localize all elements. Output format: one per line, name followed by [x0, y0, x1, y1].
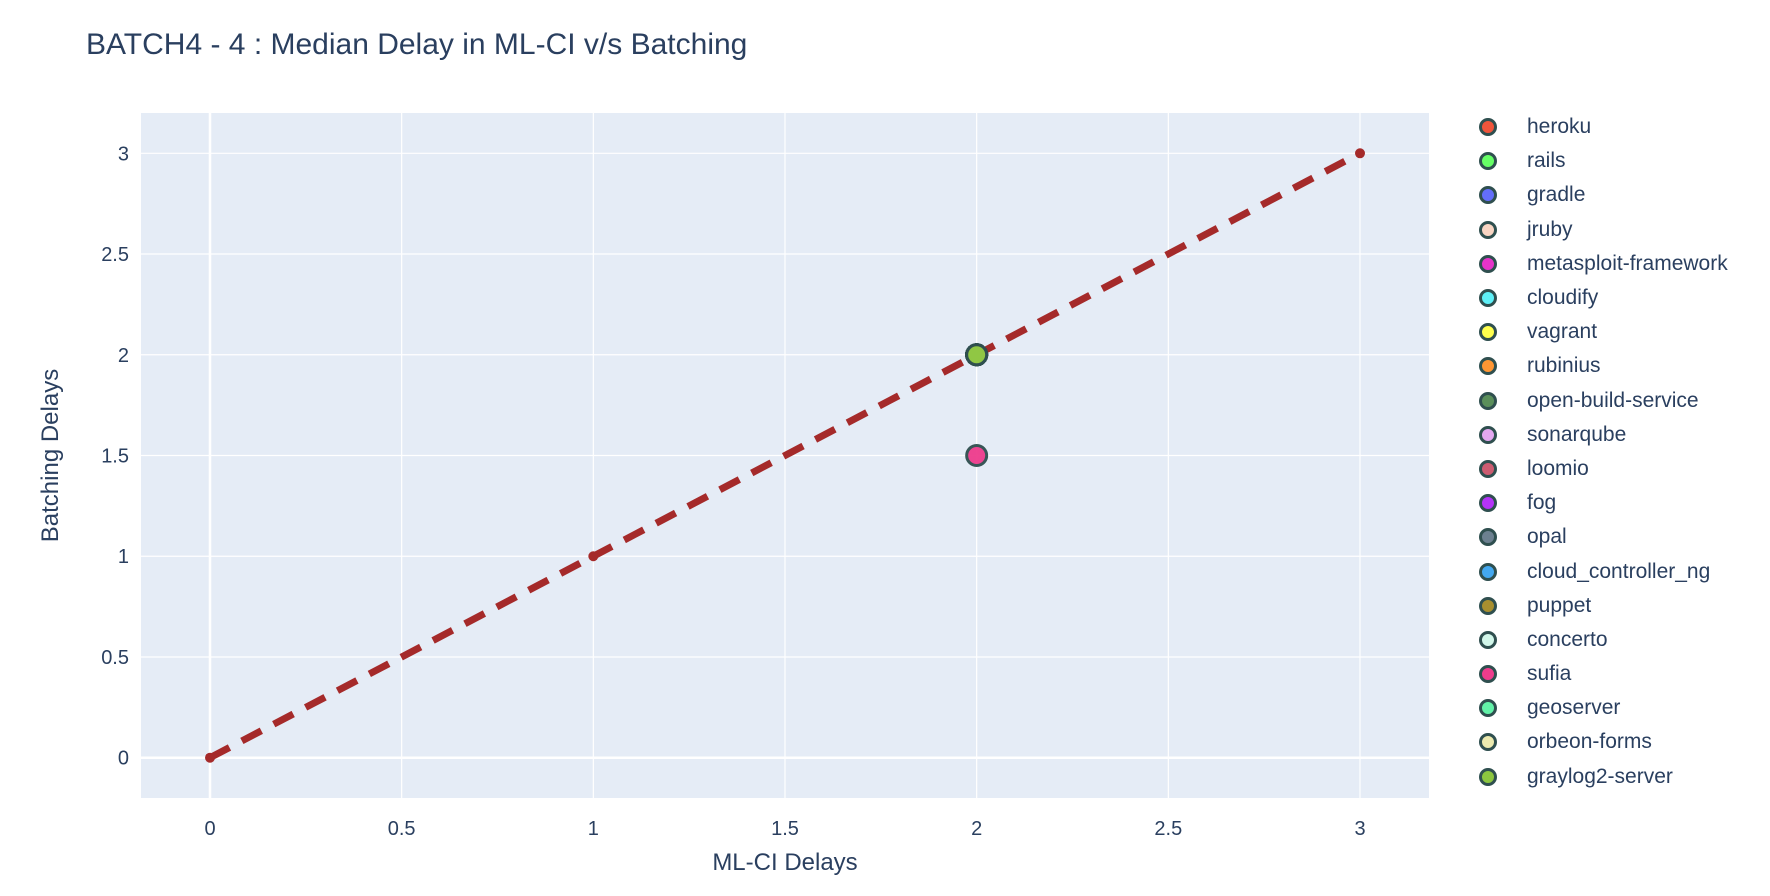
legend-label: orbeon-forms [1527, 730, 1652, 754]
legend-swatch [1479, 528, 1497, 547]
legend-label: concerto [1527, 627, 1608, 651]
legend-swatch [1479, 289, 1497, 308]
legend-item-rails[interactable]: rails [1475, 144, 1765, 178]
legend-swatch [1479, 699, 1497, 718]
x-axis-ticks: 0 0.5 1 1.5 2 2.5 3 [204, 818, 1365, 840]
legend-label: vagrant [1527, 320, 1598, 344]
y-tick-label: 1 [118, 546, 129, 568]
legend-swatch [1479, 733, 1497, 752]
chart-title: BATCH4 - 4 : Median Delay in ML-CI v/s B… [86, 28, 748, 61]
legend-item-heroku[interactable]: heroku [1475, 110, 1765, 144]
x-tick-label: 0.5 [388, 818, 416, 840]
legend-item-cloudify[interactable]: cloudify [1475, 281, 1765, 315]
x-tick-label: 1 [588, 818, 599, 840]
x-tick-label: 3 [1354, 818, 1365, 840]
legend-label: sufia [1527, 662, 1572, 686]
legend-swatch [1479, 562, 1497, 581]
legend-swatch [1479, 630, 1497, 649]
legend-item-open-build-service[interactable]: open-build-service [1475, 384, 1765, 418]
legend-label: graylog2-server [1527, 764, 1673, 788]
data-point-graylog2-server [965, 343, 989, 367]
y-tick-label: 0.5 [101, 647, 129, 669]
legend-label: fog [1527, 491, 1557, 515]
legend-item-cloud_controller_ng[interactable]: cloud_controller_ng [1475, 554, 1765, 588]
y-tick-label: 3 [118, 143, 129, 165]
legend-swatch [1479, 459, 1497, 478]
x-tick-label: 2 [971, 818, 982, 840]
legend-label: jruby [1527, 217, 1573, 241]
legend-label: heroku [1527, 115, 1592, 139]
reference-line-marker [588, 551, 599, 562]
legend-item-gradle[interactable]: gradle [1475, 178, 1765, 212]
legend-item-sonarqube[interactable]: sonarqube [1475, 418, 1765, 452]
x-axis-label: ML-CI Delays [712, 849, 857, 876]
legend-item-sufia[interactable]: sufia [1475, 657, 1765, 691]
reference-line-path [208, 150, 1362, 761]
legend-swatch [1479, 357, 1497, 376]
legend-item-vagrant[interactable]: vagrant [1475, 315, 1765, 349]
legend-item-graylog2-server[interactable]: graylog2-server [1475, 760, 1765, 794]
legend-swatch [1479, 254, 1497, 273]
legend-item-concerto[interactable]: concerto [1475, 623, 1765, 657]
reference-line-marker [205, 752, 215, 763]
legend-label: opal [1527, 525, 1567, 549]
legend-label: rubinius [1527, 354, 1601, 378]
legend-label: gradle [1527, 183, 1586, 207]
legend: heroku rails gradle jruby metasploit-framewo… [1475, 110, 1765, 794]
y-axis-label: Batching Delays [37, 369, 64, 542]
scatter-plot: 0 0.5 1 1.5 2 2.5 3 0 0.5 1 1.5 2 2.5 3 ML-CI Delays… [37, 113, 1429, 876]
legend-label: loomio [1527, 456, 1589, 480]
legend-swatch [1479, 596, 1497, 615]
legend-label: open-build-service [1527, 388, 1699, 412]
legend-item-geoserver[interactable]: geoserver [1475, 691, 1765, 725]
legend-label: sonarqube [1527, 422, 1627, 446]
reference-line-marker [1355, 148, 1365, 159]
y-tick-label: 1.5 [101, 446, 129, 468]
legend-label: metasploit-framework [1527, 251, 1728, 275]
x-tick-label: 2.5 [1154, 818, 1182, 840]
x-tick-label: 0 [204, 818, 215, 840]
legend-swatch [1479, 665, 1497, 684]
legend-label: geoserver [1527, 696, 1621, 720]
legend-item-fog[interactable]: fog [1475, 486, 1765, 520]
legend-item-orbeon-forms[interactable]: orbeon-forms [1475, 725, 1765, 759]
legend-swatch [1479, 152, 1497, 171]
legend-label: cloudify [1527, 286, 1599, 310]
x-tick-label: 1.5 [771, 818, 799, 840]
legend-item-metasploit-framework[interactable]: metasploit-framework [1475, 247, 1765, 281]
y-tick-label: 2.5 [101, 244, 129, 266]
legend-swatch [1479, 391, 1497, 410]
legend-label: rails [1527, 149, 1566, 173]
legend-item-jruby[interactable]: jruby [1475, 213, 1765, 247]
legend-swatch [1479, 767, 1497, 786]
legend-item-rubinius[interactable]: rubinius [1475, 349, 1765, 383]
data-point-sufia [965, 444, 989, 467]
legend-swatch [1479, 220, 1497, 239]
data-points [965, 343, 989, 467]
legend-swatch [1479, 494, 1497, 513]
legend-item-puppet[interactable]: puppet [1475, 589, 1765, 623]
legend-label: cloud_controller_ng [1527, 559, 1711, 583]
legend-label: puppet [1527, 593, 1592, 617]
legend-swatch [1479, 323, 1497, 342]
legend-item-loomio[interactable]: loomio [1475, 452, 1765, 486]
y-tick-label: 2 [118, 345, 129, 367]
legend-swatch [1479, 186, 1497, 205]
legend-item-opal[interactable]: opal [1475, 520, 1765, 554]
legend-swatch [1479, 118, 1497, 137]
y-axis-ticks: 0 0.5 1 1.5 2 2.5 3 [101, 143, 129, 769]
legend-swatch [1479, 425, 1497, 444]
y-tick-label: 0 [118, 748, 129, 770]
